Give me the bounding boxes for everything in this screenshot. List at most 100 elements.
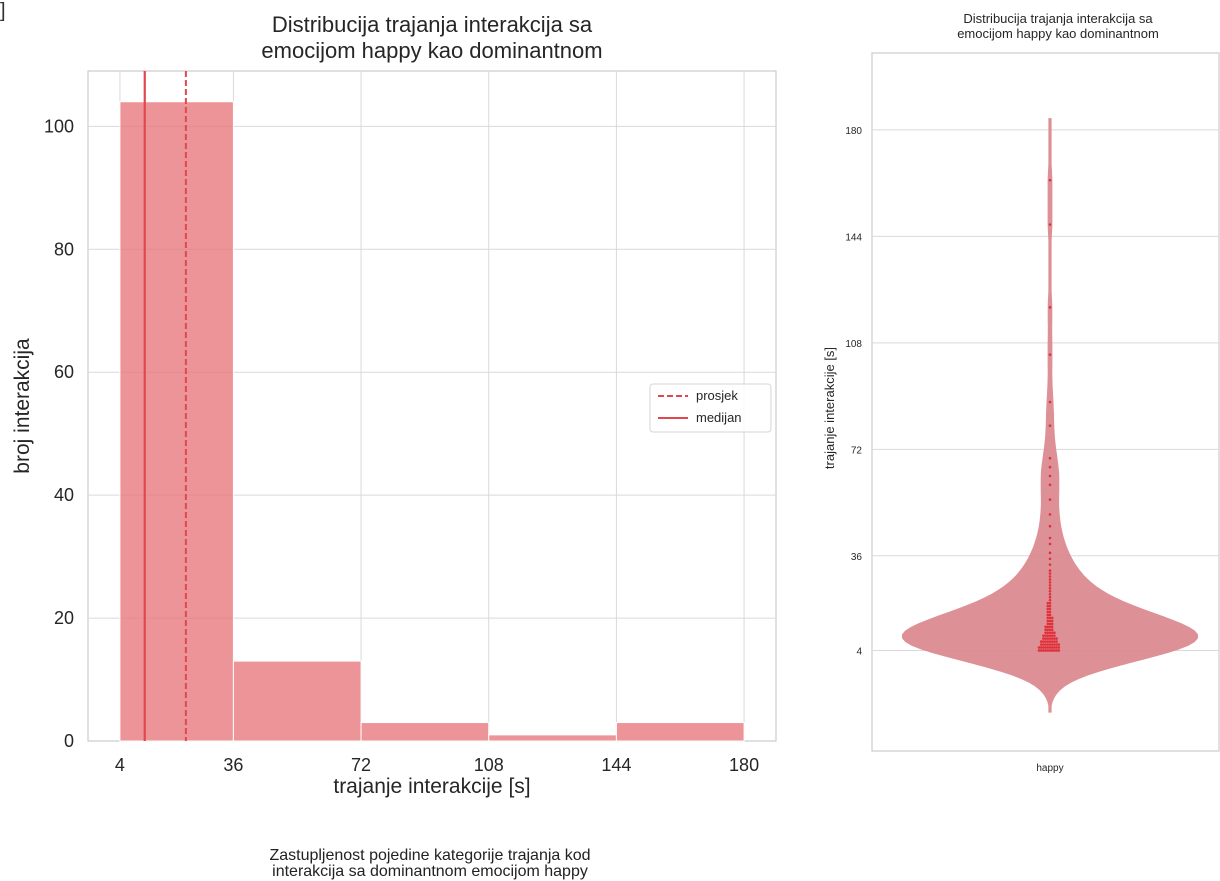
swarm-point (1057, 646, 1061, 649)
swarm-point (1055, 649, 1058, 652)
histogram-title: Distribucija trajanja interakcija sa emoc… (261, 12, 602, 63)
swarm-point (1050, 637, 1054, 640)
x-tick-label: 36 (223, 755, 243, 775)
swarm-point (1048, 637, 1052, 640)
swarm-point (1044, 628, 1047, 632)
swarm-point (1048, 604, 1052, 608)
swarm-point (1044, 637, 1047, 640)
swarm-point (1039, 646, 1043, 649)
y-tick-label: 100 (44, 116, 74, 136)
swarm-point (1037, 646, 1041, 649)
swarm-point (1037, 649, 1041, 652)
swarm-point (1048, 628, 1052, 632)
swarm-point (1048, 456, 1052, 460)
violin-shape (902, 118, 1198, 713)
histogram-bar (119, 101, 234, 742)
swarm-point (1046, 607, 1050, 611)
swarm-point (1044, 643, 1047, 646)
swarm-point (1048, 643, 1052, 646)
swarm-point (1046, 649, 1050, 652)
swarm-point (1053, 646, 1056, 649)
x-tick-label: 4 (115, 755, 125, 775)
swarm-point (1055, 643, 1058, 646)
swarm-point (1050, 625, 1054, 629)
swarm-point (1048, 646, 1052, 649)
swarm-point (1039, 640, 1043, 643)
swarm-point (1053, 640, 1056, 643)
violin-y-ticks: 4 36 72 108 144 180 (845, 126, 862, 658)
swarm-point (1057, 643, 1061, 646)
swarm-point (1048, 592, 1052, 596)
swarm-point (1050, 646, 1054, 649)
cropped-bracket: ] (0, 0, 6, 22)
swarm-point (1048, 551, 1052, 555)
histogram-y-label: broj interakcija (11, 338, 34, 474)
swarm-point (1039, 643, 1043, 646)
swarm-point (1046, 640, 1050, 643)
violin-swarm-points (1037, 178, 1061, 652)
swarm-point (1048, 631, 1052, 634)
histogram-x-label: trajanje interakcije [s] (333, 775, 530, 798)
footer-title-line: Zastupljenost pojedine kategorije trajan… (269, 847, 591, 864)
swarm-point (1046, 619, 1050, 623)
histogram-legend: prosjek medijan (649, 383, 772, 433)
y-tick-label: 60 (54, 362, 74, 382)
swarm-point (1048, 465, 1052, 469)
swarm-point (1046, 637, 1050, 640)
violin-y-tick-label: 144 (845, 232, 862, 243)
swarm-point (1048, 607, 1052, 611)
swarm-point (1046, 616, 1050, 620)
swarm-point (1042, 646, 1045, 649)
swarm-point (1048, 513, 1052, 516)
swarm-point (1048, 584, 1052, 587)
swarm-point (1050, 643, 1054, 646)
swarm-point (1048, 610, 1052, 614)
swarm-point (1053, 643, 1056, 646)
swarm-point (1048, 640, 1052, 643)
swarm-point (1048, 589, 1052, 593)
swarm-point (1048, 634, 1052, 637)
swarm-point (1044, 634, 1047, 637)
swarm-point (1046, 613, 1050, 617)
y-tick-label: 0 (64, 731, 74, 751)
histogram-chart: 4 36 72 108 144 180 0 20 40 60 80 100 Distribucija… (11, 12, 777, 798)
swarm-point (1050, 616, 1054, 620)
swarm-point (1048, 575, 1052, 578)
swarm-point (1048, 524, 1052, 528)
swarm-point (1042, 643, 1045, 646)
swarm-point (1048, 595, 1052, 599)
violin-y-label: trajanje interakcije [s] (822, 347, 837, 469)
histogram-bar (360, 722, 490, 742)
swarm-point (1048, 306, 1052, 309)
swarm-point (1048, 649, 1052, 652)
violin-chart: 4 36 72 108 144 180 Distribucija trajanja int… (822, 11, 1220, 774)
swarm-point (1048, 598, 1052, 602)
swarm-point (1050, 634, 1054, 637)
histogram-bar (615, 722, 745, 742)
swarm-point (1044, 640, 1047, 643)
histogram-y-ticks: 0 20 40 60 80 100 (44, 116, 74, 751)
swarm-point (1048, 616, 1052, 620)
violin-category-label: happy (1036, 763, 1063, 774)
y-tick-label: 20 (54, 608, 74, 628)
violin-y-tick-label: 72 (851, 445, 863, 456)
swarm-point (1044, 649, 1047, 652)
swarm-point (1042, 634, 1045, 637)
swarm-point (1050, 622, 1054, 626)
swarm-point (1046, 625, 1050, 629)
histogram-bar (488, 734, 617, 742)
swarm-point (1048, 581, 1052, 584)
swarm-point (1046, 628, 1050, 632)
swarm-point (1050, 649, 1054, 652)
swarm-point (1057, 649, 1061, 652)
legend-label-prosjek: prosjek (696, 388, 738, 403)
swarm-point (1055, 646, 1058, 649)
swarm-point (1044, 631, 1047, 634)
swarm-point (1046, 604, 1050, 608)
swarm-point (1046, 643, 1050, 646)
swarm-point (1046, 601, 1050, 605)
swarm-point (1048, 536, 1052, 540)
swarm-point (1050, 640, 1054, 643)
swarm-point (1048, 563, 1052, 566)
x-tick-label: 144 (601, 755, 631, 775)
